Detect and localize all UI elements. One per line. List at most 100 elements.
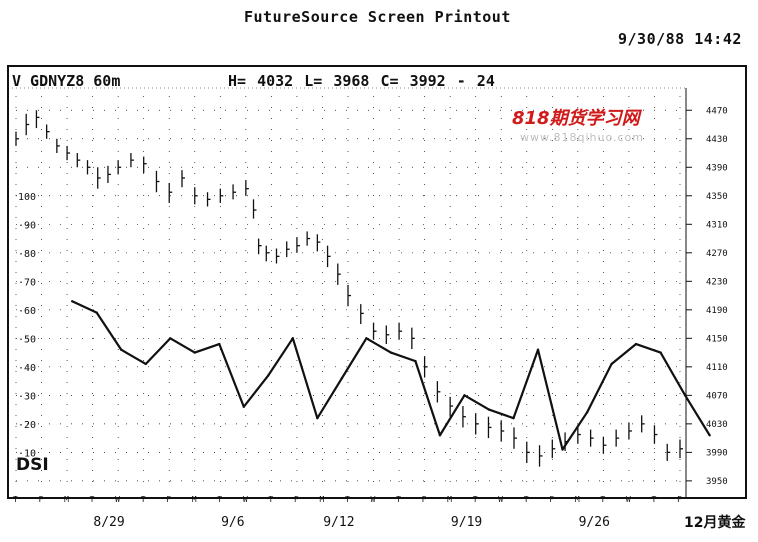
dsi-point-16 [463,394,466,397]
dsi-tick-3: ·70 [18,277,36,288]
dsi-point-6 [218,342,221,346]
dsi-tick-0: 100 [18,192,36,203]
dsi-point-3 [144,362,147,366]
dsi-tick-2: ·80 [18,249,36,260]
day-label-23: T [600,495,605,504]
day-label-15: T [396,495,401,504]
dsi-point-9 [291,337,295,340]
dsi-point-21 [585,411,589,414]
chart-frame [7,65,747,499]
day-label-10: T [268,495,273,504]
dsi-point-4 [169,337,172,340]
dsi-point-1 [95,311,98,314]
dsi-point-17 [487,408,491,411]
price-tick-11: 4030 [706,420,728,430]
printout-title: FutureSource Screen Printout [244,8,511,26]
price-tick-5: 4270 [706,249,728,259]
price-tick-13: 3950 [706,477,728,487]
day-label-19: W [498,495,503,504]
day-label-24: W [626,495,631,504]
price-tick-6: 4230 [706,277,728,287]
quote-line: H= 4032 L= 3968 C= 3992 - 24 [228,72,495,90]
day-label-21: F [549,495,554,504]
dsi-point-10 [316,416,319,420]
day-label-2: M [64,495,69,504]
dsi-tick-9: ·10 [18,448,36,459]
day-label-8: T [217,495,222,504]
date-label-1: 9/6 [221,515,244,530]
date-axis-labels: 8/29 9/6 9/12 9/19 9/26 [93,515,610,530]
dsi-point-25 [683,394,687,397]
price-tick-10: 4070 [706,391,728,401]
price-tick-8: 4150 [706,334,728,344]
price-tick-7: 4190 [706,306,728,316]
dsi-point-2 [120,348,123,351]
day-label-9: W [243,495,248,504]
watermark-brand: 818期货学习网 [512,108,640,129]
dsi-tick-7: ·30 [18,391,36,402]
price-bars [15,110,683,467]
grid-dots [15,96,686,488]
price-tick-3: 4350 [706,192,728,202]
dsi-point-18 [512,416,515,420]
dsi-point-5 [193,351,196,354]
dsi-tick-1: ·90 [18,220,36,231]
price-tick-1: 4430 [706,135,728,145]
day-label-18: T [473,495,478,504]
day-label-1: F [39,495,44,504]
dsi-tick-5: ·50 [18,334,36,345]
dsi-point-11 [340,377,344,380]
dsi-point-13 [389,351,393,354]
dsi-point-7 [242,405,246,408]
day-label-4: W [115,495,120,504]
dsi-point-19 [536,348,540,351]
indicator-label: DSI [16,455,49,475]
dsi-point-0 [70,300,74,303]
date-label-0: 8/29 [93,515,124,530]
day-label-6: F [166,495,171,504]
day-label-5: T [141,495,146,504]
day-label-3: T [90,495,95,504]
day-label-16: F [422,495,427,504]
day-label-25: T [651,495,656,504]
dsi-axis-ticks: 100 ·90 ·80 ·70 ·60 ·50 ·40 ·30 ·20 ·10 [18,192,36,460]
dsi-tick-6: ·40 [18,363,36,374]
day-label-22: M [575,495,580,504]
day-label-0: T [13,495,18,504]
dsi-point-15 [438,434,442,437]
dsi-point-14 [414,359,417,363]
price-tick-9: 4110 [706,363,728,373]
dsi-point-23 [634,342,638,346]
date-label-3: 9/19 [451,515,482,530]
dsi-point-12 [365,337,368,340]
dsi-series-line [71,300,711,451]
day-label-11: F [294,495,299,504]
day-label-20: T [524,495,529,504]
price-axis-ticks: 4470 4430 4390 4350 4310 4270 4230 4190 4150 4110… [686,106,728,487]
contract-label: 12月黄金 [684,514,746,531]
dsi-point-20 [561,448,564,451]
symbol-label: V GDNYZ8 60m [12,72,121,90]
dsi-point-22 [610,362,613,366]
dsi-point-8 [267,374,270,377]
dsi-line [70,300,711,451]
dsi-tick-4: ·60 [18,306,36,317]
price-tick-4: 4310 [706,220,728,230]
dsi-point-26 [708,434,711,437]
price-tick-2: 4390 [706,163,728,173]
price-tick-12: 3990 [706,448,728,458]
price-tick-0: 4470 [706,106,728,116]
day-label-17: M [447,495,452,504]
day-label-14: W [371,495,376,504]
watermark-url: www.818qihuo.com [520,131,644,144]
dsi-tick-8: ·20 [18,420,36,431]
day-label-12: M [319,495,324,504]
day-label-13: T [345,495,350,504]
day-label-26: F [677,495,682,504]
date-label-2: 9/12 [323,515,354,530]
day-label-7: M [192,495,197,504]
date-label-4: 9/26 [579,515,610,530]
printout-datetime: 9/30/88 14:42 [618,30,742,48]
